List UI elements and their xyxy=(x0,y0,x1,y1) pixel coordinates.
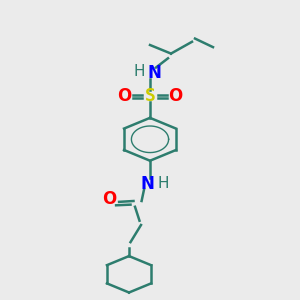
Text: N: N xyxy=(140,175,154,193)
Text: O: O xyxy=(168,87,183,105)
Text: O: O xyxy=(102,190,117,208)
Text: H: H xyxy=(158,176,169,191)
Text: H: H xyxy=(134,64,145,79)
Text: N: N xyxy=(148,64,161,82)
Text: S: S xyxy=(145,87,155,105)
Text: O: O xyxy=(117,87,132,105)
